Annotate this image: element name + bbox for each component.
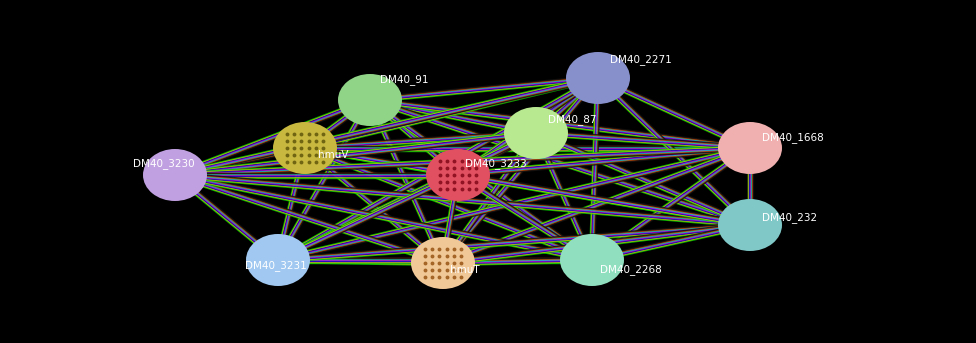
- Text: DM40_232: DM40_232: [762, 212, 817, 223]
- Text: hmuT: hmuT: [450, 265, 479, 275]
- Text: DM40_87: DM40_87: [548, 114, 596, 125]
- Text: DM40_1668: DM40_1668: [762, 132, 824, 143]
- Ellipse shape: [273, 122, 337, 174]
- Ellipse shape: [566, 52, 630, 104]
- Ellipse shape: [246, 234, 310, 286]
- Ellipse shape: [411, 237, 475, 289]
- Ellipse shape: [718, 122, 782, 174]
- Ellipse shape: [504, 107, 568, 159]
- Ellipse shape: [426, 149, 490, 201]
- Text: DM40_2268: DM40_2268: [600, 264, 662, 275]
- Text: hmuV: hmuV: [318, 150, 348, 160]
- Ellipse shape: [143, 149, 207, 201]
- Ellipse shape: [560, 234, 624, 286]
- Text: DM40_2271: DM40_2271: [610, 54, 671, 65]
- Text: DM40_3231: DM40_3231: [245, 260, 306, 271]
- Ellipse shape: [718, 199, 782, 251]
- Text: DM40_91: DM40_91: [380, 74, 428, 85]
- Text: DM40_3233: DM40_3233: [465, 158, 527, 169]
- Ellipse shape: [338, 74, 402, 126]
- Text: DM40_3230: DM40_3230: [133, 158, 194, 169]
